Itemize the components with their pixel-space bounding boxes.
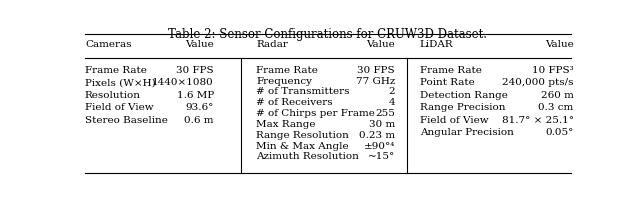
Text: ±90°⁴: ±90°⁴	[364, 142, 395, 150]
Text: 10 FPS³: 10 FPS³	[532, 66, 573, 75]
Text: # of Transmitters: # of Transmitters	[256, 87, 349, 96]
Text: Field of View: Field of View	[85, 103, 154, 112]
Text: 260 m: 260 m	[541, 91, 573, 100]
Text: Stereo Baseline: Stereo Baseline	[85, 116, 168, 125]
Text: Cameras: Cameras	[85, 40, 131, 49]
Text: Value: Value	[185, 40, 214, 49]
Text: Value: Value	[366, 40, 395, 49]
Text: Range Precision: Range Precision	[420, 103, 505, 112]
Text: Resolution: Resolution	[85, 91, 141, 100]
Text: Max Range: Max Range	[256, 120, 316, 129]
Text: Frame Rate: Frame Rate	[256, 66, 318, 75]
Text: Azimuth Resolution: Azimuth Resolution	[256, 152, 359, 161]
Text: Field of View: Field of View	[420, 116, 488, 125]
Text: Radar: Radar	[256, 40, 288, 49]
Text: Angular Precision: Angular Precision	[420, 128, 514, 137]
Text: 30 FPS: 30 FPS	[176, 66, 214, 75]
Text: 30 FPS: 30 FPS	[357, 66, 395, 75]
Text: 4: 4	[388, 98, 395, 107]
Text: Min & Max Angle: Min & Max Angle	[256, 142, 349, 150]
Text: Frame Rate: Frame Rate	[420, 66, 482, 75]
Text: 77 GHz: 77 GHz	[356, 77, 395, 86]
Text: Range Resolution: Range Resolution	[256, 131, 349, 140]
Text: Table 2: Sensor Configurations for CRUW3D Dataset.: Table 2: Sensor Configurations for CRUW3…	[168, 28, 488, 41]
Text: Value: Value	[545, 40, 573, 49]
Text: LiDAR: LiDAR	[420, 40, 453, 49]
Text: 30 m: 30 m	[369, 120, 395, 129]
Text: 0.05°: 0.05°	[545, 128, 573, 137]
Text: 0.6 m: 0.6 m	[184, 116, 214, 125]
Text: Frequency: Frequency	[256, 77, 312, 86]
Text: # of Chirps per Frame: # of Chirps per Frame	[256, 109, 375, 118]
Text: ~15°: ~15°	[368, 152, 395, 161]
Text: 1.6 MP: 1.6 MP	[177, 91, 214, 100]
Text: Pixels (W×H): Pixels (W×H)	[85, 78, 156, 87]
Text: # of Receivers: # of Receivers	[256, 98, 333, 107]
Text: 0.23 m: 0.23 m	[359, 131, 395, 140]
Text: 240,000 pts/s: 240,000 pts/s	[502, 78, 573, 87]
Text: 255: 255	[375, 109, 395, 118]
Text: 93.6°: 93.6°	[186, 103, 214, 112]
Text: Frame Rate: Frame Rate	[85, 66, 147, 75]
Text: 2: 2	[388, 87, 395, 96]
Text: 0.3 cm: 0.3 cm	[538, 103, 573, 112]
Text: Point Rate: Point Rate	[420, 78, 474, 87]
Text: 81.7° × 25.1°: 81.7° × 25.1°	[502, 116, 573, 125]
Text: 1440×1080: 1440×1080	[152, 78, 214, 87]
Text: Detection Range: Detection Range	[420, 91, 508, 100]
